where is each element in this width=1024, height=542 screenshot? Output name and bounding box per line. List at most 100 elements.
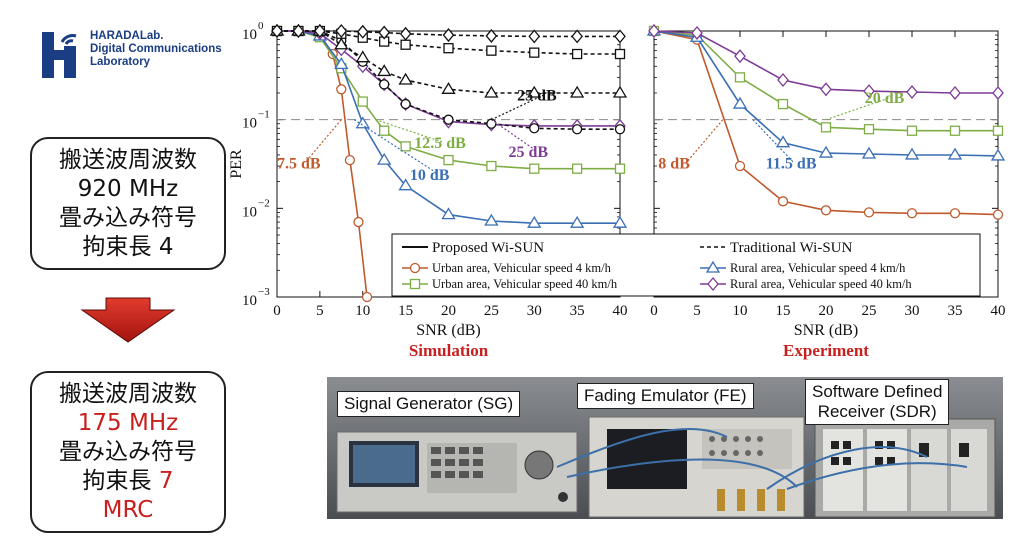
- data-point: [377, 64, 392, 77]
- data-point: [409, 278, 421, 290]
- data-point: [818, 145, 834, 158]
- spec1-line-2: 920 MHz: [77, 175, 179, 202]
- legend-header-proposed: Proposed Wi-SUN: [432, 240, 544, 256]
- x-tick-label: 25: [862, 303, 877, 319]
- experiment-setup-photo: Signal Generator (SG) Fading Emulator (F…: [327, 377, 1003, 519]
- legend-entry-label: Rural area, Vehicular speed 4 km/h: [730, 261, 906, 275]
- series-rural40_trad-dashed: [271, 23, 626, 44]
- data-point: [820, 205, 832, 216]
- x-axis-label: SNR (dB): [416, 322, 480, 339]
- spec-box-175mhz: 搬送波周波数 175 MHz 畳み込み符号 拘束長 7 MRC: [30, 371, 226, 533]
- x-tick-label: 20: [819, 303, 834, 319]
- data-point: [705, 260, 721, 273]
- spec2-line-5: MRC: [102, 496, 154, 523]
- data-point: [378, 25, 391, 40]
- x-tick-label: 15: [398, 303, 413, 319]
- data-point: [863, 84, 875, 99]
- series-rural40-solid: [648, 23, 1004, 100]
- data-point: [571, 124, 583, 135]
- y-tick-label: 10: [242, 293, 257, 309]
- data-point: [571, 29, 583, 44]
- harada-lab-logo-icon: [42, 32, 77, 78]
- data-point: [529, 123, 540, 134]
- x-tick-label: 20: [441, 303, 456, 319]
- data-point: [441, 82, 456, 94]
- data-point: [906, 125, 918, 136]
- annotation-label: 25 dB: [509, 144, 549, 161]
- legend-header-traditional: Traditional Wi-SUN: [730, 240, 852, 256]
- logo-line-3: Laboratory: [90, 56, 151, 68]
- x-tick-label: 15: [776, 303, 791, 319]
- data-point: [377, 152, 392, 165]
- y-axis-label: PER: [228, 149, 245, 179]
- y-tick-label: 10: [242, 204, 257, 220]
- spec2-line-4: 拘束長 7: [83, 467, 174, 496]
- data-point: [527, 215, 542, 228]
- annotation-label: 12.5 dB: [414, 135, 466, 152]
- data-point: [529, 47, 540, 58]
- data-point: [863, 207, 875, 218]
- sdr-label-line-2: Receiver (SDR): [817, 402, 937, 421]
- data-point: [949, 85, 961, 100]
- annotation-leader: [491, 93, 546, 121]
- data-point: [691, 25, 703, 40]
- data-point: [569, 85, 585, 98]
- data-point: [648, 23, 660, 39]
- x-tick-label: 30: [527, 303, 542, 319]
- data-point: [486, 118, 497, 129]
- data-point: [400, 141, 411, 152]
- annotation-leader: [491, 119, 537, 152]
- spec2-line-1: 搬送波周波数: [59, 380, 197, 407]
- annotation-label: 8 dB: [658, 156, 690, 173]
- data-point: [443, 43, 454, 54]
- sdr-label: Software Defined Receiver (SDR): [805, 379, 950, 425]
- annotation-label: 11.5 dB: [766, 156, 817, 173]
- legend-entry-label: Urban area, Vehicular speed 40 km/h: [432, 277, 618, 291]
- panel-caption: Simulation: [409, 341, 489, 360]
- x-tick-label: 10: [733, 303, 748, 319]
- data-point: [314, 23, 326, 39]
- data-point: [441, 207, 456, 220]
- data-point: [732, 96, 748, 109]
- panel-experiment: 0 5 10 15 20 25 30 35 40 SNR (dB) Experiment 8 dB 11…: [646, 23, 1006, 360]
- annotation-leader: [752, 119, 795, 164]
- data-point: [443, 114, 454, 125]
- down-arrow-icon: [80, 297, 176, 343]
- data-point: [947, 147, 963, 160]
- x-tick-label: 0: [273, 303, 281, 319]
- x-tick-label: 10: [355, 303, 370, 319]
- spec2-line-4-text: 拘束長: [82, 467, 159, 494]
- data-point: [777, 98, 789, 110]
- data-point: [569, 215, 585, 228]
- y-tick-label: 10: [242, 27, 257, 43]
- sg-label: Signal Generator (SG): [337, 391, 521, 417]
- data-point: [353, 216, 364, 228]
- data-point: [355, 50, 370, 63]
- spec1-line-1: 搬送波周波数: [59, 146, 197, 173]
- data-point: [485, 28, 498, 43]
- legend-box: [391, 233, 981, 297]
- x-tick-label: 30: [905, 303, 920, 319]
- data-point: [734, 160, 746, 172]
- x-tick-label: 5: [316, 303, 324, 319]
- spec-box-920mhz: 搬送波周波数 920 MHz 畳み込み符号 拘束長 4: [30, 137, 226, 270]
- data-point: [398, 72, 413, 85]
- data-point: [992, 85, 1004, 100]
- data-point: [775, 135, 791, 148]
- data-point: [356, 24, 369, 39]
- data-point: [399, 26, 412, 41]
- legend-entry-label: Rural area, Vehicular speed 40 km/h: [730, 277, 912, 291]
- equipment-illustration: [327, 377, 1003, 519]
- data-point: [571, 163, 583, 174]
- data-point: [777, 73, 789, 88]
- data-point: [442, 28, 455, 43]
- legend: Proposed Wi-SUN Traditional Wi-SUN Urban a…: [391, 233, 981, 297]
- data-point: [379, 125, 390, 136]
- data-point: [486, 160, 497, 172]
- y-tick-label: 10: [242, 116, 257, 132]
- data-point: [990, 148, 1006, 161]
- x-tick-label: 35: [948, 303, 963, 319]
- data-point: [409, 262, 421, 274]
- y-tick-exponent: 0: [258, 20, 264, 32]
- data-point: [527, 85, 542, 98]
